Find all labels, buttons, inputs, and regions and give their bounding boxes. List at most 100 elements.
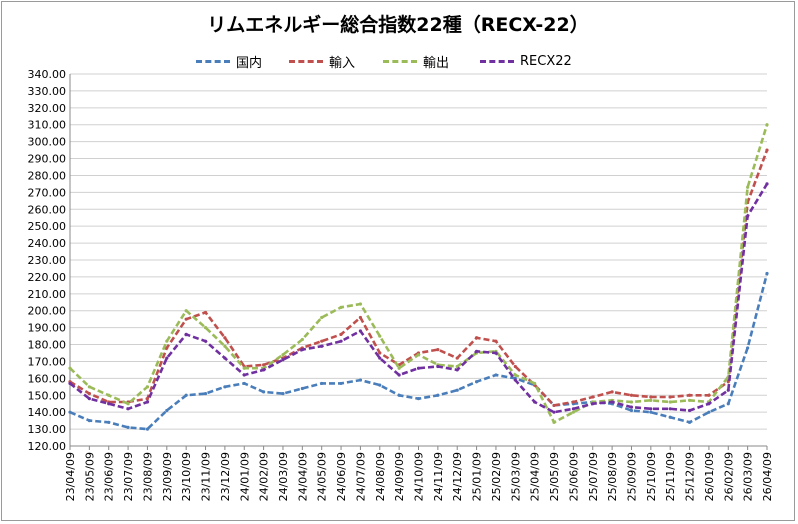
x-tick-label: 24/08/09	[374, 452, 387, 501]
data-point	[571, 410, 575, 414]
y-tick-label: 340.00	[28, 68, 67, 81]
data-point	[513, 378, 517, 382]
data-point	[339, 305, 343, 309]
data-point	[107, 420, 111, 424]
data-point	[281, 358, 285, 362]
data-point	[629, 408, 634, 413]
data-point	[513, 364, 517, 369]
x-tick-label: 25/06/09	[567, 452, 580, 501]
data-point	[494, 339, 498, 343]
x-tick-label: 23/12/09	[219, 452, 232, 501]
y-tick-label: 220.00	[28, 271, 67, 284]
legend-item-import: 輸入	[289, 50, 355, 72]
data-point	[765, 271, 769, 276]
legend-swatch	[196, 59, 230, 63]
x-tick-label: 25/01/09	[471, 452, 484, 501]
x-tick-label: 24/09/09	[393, 452, 406, 501]
data-point	[494, 351, 498, 355]
data-point	[223, 336, 227, 340]
legend-item-recx22: RECX22	[480, 50, 572, 72]
data-point	[513, 373, 517, 377]
x-tick-label: 24/10/09	[413, 452, 426, 501]
data-point	[455, 388, 459, 392]
data-point	[649, 398, 653, 402]
data-point	[707, 393, 711, 397]
data-point	[436, 348, 440, 352]
data-point	[687, 393, 692, 397]
data-point	[397, 366, 401, 370]
data-point	[320, 381, 324, 386]
data-point	[126, 425, 130, 429]
y-tick-label: 140.00	[28, 406, 67, 419]
y-tick-label: 300.00	[28, 136, 67, 149]
y-tick-label: 150.00	[28, 389, 67, 402]
y-tick-label: 170.00	[28, 355, 67, 368]
legend-swatch	[480, 59, 514, 63]
data-point	[262, 368, 266, 372]
x-tick-label: 26/04/09	[761, 452, 774, 501]
x-tick-label: 24/07/09	[354, 452, 367, 501]
y-tick-label: 270.00	[28, 186, 67, 199]
x-tick-label: 23/08/09	[141, 452, 154, 501]
legend-swatch	[289, 59, 323, 63]
data-point	[416, 353, 421, 357]
data-point	[165, 356, 169, 360]
series-line-0	[69, 273, 769, 431]
x-tick-label: 25/02/09	[490, 452, 503, 501]
data-point	[649, 410, 653, 414]
x-tick-label: 23/05/09	[83, 452, 96, 501]
data-point	[203, 391, 208, 396]
x-tick-label: 25/12/09	[684, 452, 697, 501]
data-point	[746, 346, 750, 350]
data-point	[378, 356, 382, 360]
x-tick-label: 23/06/09	[103, 452, 116, 501]
data-point	[358, 315, 363, 320]
data-point	[358, 302, 363, 306]
data-point	[223, 344, 227, 348]
y-tick-label: 120.00	[28, 440, 67, 453]
data-point	[765, 123, 769, 127]
y-tick-label: 130.00	[28, 423, 67, 436]
data-point	[203, 339, 208, 343]
data-point	[358, 378, 363, 382]
data-point	[474, 349, 479, 353]
data-point	[320, 315, 324, 320]
data-point	[668, 400, 672, 404]
data-point	[726, 388, 730, 392]
data-point	[165, 408, 169, 413]
data-point	[494, 373, 498, 377]
chart-title: リムエネルギー総合指数22種（RECX-22）	[207, 14, 589, 36]
data-point	[629, 400, 634, 404]
data-point	[184, 317, 188, 321]
data-point	[223, 385, 227, 389]
data-point	[87, 391, 91, 396]
x-tick-label: 25/10/09	[645, 452, 658, 501]
data-point	[165, 346, 169, 350]
data-point	[397, 373, 401, 377]
data-point	[203, 310, 208, 315]
x-tick-label: 24/05/09	[316, 452, 329, 501]
data-point	[126, 407, 130, 411]
x-tick-label: 23/10/09	[180, 452, 193, 501]
data-point	[378, 334, 382, 338]
data-point	[107, 393, 111, 397]
data-point	[571, 407, 575, 411]
y-tick-label: 310.00	[28, 119, 67, 132]
y-tick-label: 200.00	[28, 305, 67, 318]
data-point	[378, 383, 382, 387]
y-tick-label: 250.00	[28, 220, 67, 233]
x-tick-label: 24/06/09	[335, 452, 348, 501]
y-tick-label: 330.00	[28, 85, 67, 98]
y-tick-label: 280.00	[28, 169, 67, 182]
y-tick-label: 320.00	[28, 102, 67, 115]
x-tick-label: 25/05/09	[548, 452, 561, 501]
data-point	[281, 353, 285, 357]
data-point	[474, 380, 479, 384]
data-point	[145, 397, 150, 401]
data-point	[416, 397, 421, 401]
data-point	[765, 182, 769, 186]
x-tick-label: 25/04/09	[529, 452, 542, 501]
data-point	[262, 363, 266, 367]
data-point	[726, 402, 730, 406]
data-point	[571, 400, 575, 404]
